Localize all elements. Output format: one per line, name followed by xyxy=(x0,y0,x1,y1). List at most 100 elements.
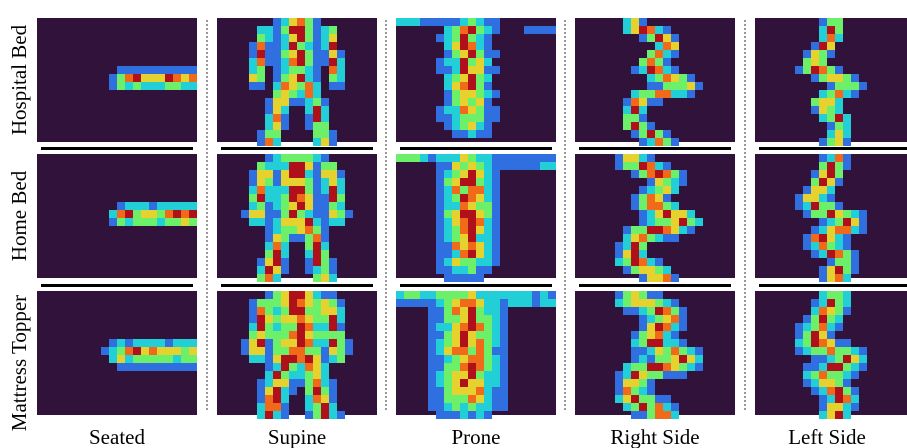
heatmap-cell xyxy=(189,74,197,82)
heatmap-cell xyxy=(460,18,468,26)
heatmap-cell xyxy=(337,323,345,331)
heatmap-cell xyxy=(265,379,273,387)
heatmap-cell xyxy=(500,379,508,387)
heatmap-cell xyxy=(265,194,273,202)
heatmap-cell xyxy=(468,258,476,266)
heatmap-cell xyxy=(436,114,444,122)
heatmap-cell xyxy=(811,202,819,210)
heatmap-cell xyxy=(452,387,460,395)
heatmap-cell xyxy=(663,194,671,202)
heatmap-cell xyxy=(468,210,476,218)
heatmap-cell xyxy=(615,250,623,258)
heatmap-cell xyxy=(623,371,631,379)
heatmap-cell xyxy=(157,218,165,226)
heatmap-cell xyxy=(321,162,329,170)
heatmap-cell xyxy=(321,347,329,355)
heatmap-cell xyxy=(811,347,819,355)
heatmap-cell xyxy=(289,194,297,202)
heatmap-cell xyxy=(492,114,500,122)
heatmap xyxy=(37,291,197,415)
heatmap-cell xyxy=(321,250,329,258)
heatmap-cell xyxy=(337,299,345,307)
heatmap-cell xyxy=(859,347,867,355)
heatmap-cell xyxy=(679,339,687,347)
heatmap-cell xyxy=(623,299,631,307)
heatmap-cell xyxy=(819,50,827,58)
heatmap-cell xyxy=(329,387,337,395)
heatmap-cell xyxy=(444,218,452,226)
heatmap-cell xyxy=(436,34,444,42)
heatmap-cell xyxy=(289,74,297,82)
heatmap-cell xyxy=(460,122,468,130)
heatmap-cell xyxy=(811,66,819,74)
heatmap-cell xyxy=(647,226,655,234)
heatmap-cell xyxy=(468,274,476,282)
heatmap-cell xyxy=(173,74,181,82)
heatmap-cell xyxy=(321,274,329,282)
heatmap-cell xyxy=(639,218,647,226)
heatmap-cell xyxy=(623,266,631,274)
heatmap-cell xyxy=(249,347,257,355)
heatmap-cell xyxy=(273,186,281,194)
heatmap-cell xyxy=(811,210,819,218)
heatmap-cell xyxy=(484,186,492,194)
heatmap-cell xyxy=(305,234,313,242)
heatmap-cell xyxy=(639,363,647,371)
heatmap-cell xyxy=(313,18,321,26)
heatmap-cell xyxy=(492,395,500,403)
heatmap-cell xyxy=(257,411,265,419)
heatmap-cell xyxy=(273,331,281,339)
heatmap-cell xyxy=(329,74,337,82)
heatmap-cell xyxy=(281,82,289,90)
heatmap-cell xyxy=(468,178,476,186)
heatmap-cell xyxy=(133,66,141,74)
heatmap-cell xyxy=(671,339,679,347)
heatmap-cell xyxy=(687,210,695,218)
heatmap-cell xyxy=(141,202,149,210)
heatmap-cell xyxy=(639,347,647,355)
heatmap-cell xyxy=(321,331,329,339)
heatmap-cell xyxy=(655,315,663,323)
heatmap-cell xyxy=(827,170,835,178)
heatmap-cell xyxy=(819,90,827,98)
heatmap-cell xyxy=(257,26,265,34)
heatmap-cell xyxy=(623,98,631,106)
heatmap-cell xyxy=(663,395,671,403)
heatmap-cell xyxy=(297,162,305,170)
heatmap-cell xyxy=(843,218,851,226)
heatmap-cell xyxy=(181,218,189,226)
heatmap-cell xyxy=(117,66,125,74)
heatmap-cell xyxy=(321,130,329,138)
heatmap-cell xyxy=(444,210,452,218)
heatmap-cell xyxy=(655,403,663,411)
heatmap-cell xyxy=(803,66,811,74)
heatmap-cell xyxy=(851,387,859,395)
heatmap-cell xyxy=(460,42,468,50)
heatmap-cell xyxy=(257,138,265,146)
heatmap-cell xyxy=(492,18,500,26)
heatmap-cell xyxy=(647,210,655,218)
heatmap-cell xyxy=(819,34,827,42)
heatmap-cell xyxy=(305,363,313,371)
heatmap-cell xyxy=(484,403,492,411)
heatmap-cell xyxy=(444,258,452,266)
heatmap-cell xyxy=(265,274,273,282)
heatmap-cell xyxy=(647,258,655,266)
heatmap-cell xyxy=(524,26,532,34)
heatmap-cell xyxy=(444,106,452,114)
heatmap-cell xyxy=(811,355,819,363)
heatmap-cell xyxy=(452,202,460,210)
heatmap-cell xyxy=(452,226,460,234)
heatmap-cell xyxy=(281,210,289,218)
heatmap-cell xyxy=(655,162,663,170)
heatmap-cell xyxy=(265,299,273,307)
heatmap-cell xyxy=(329,339,337,347)
heatmap-cell xyxy=(452,307,460,315)
heatmap-cell xyxy=(484,234,492,242)
heatmap-cell xyxy=(281,122,289,130)
heatmap-cell xyxy=(257,323,265,331)
heatmap-cell xyxy=(484,50,492,58)
heatmap-cell xyxy=(851,210,859,218)
heatmap-cell xyxy=(500,307,508,315)
heatmap-cell xyxy=(468,315,476,323)
